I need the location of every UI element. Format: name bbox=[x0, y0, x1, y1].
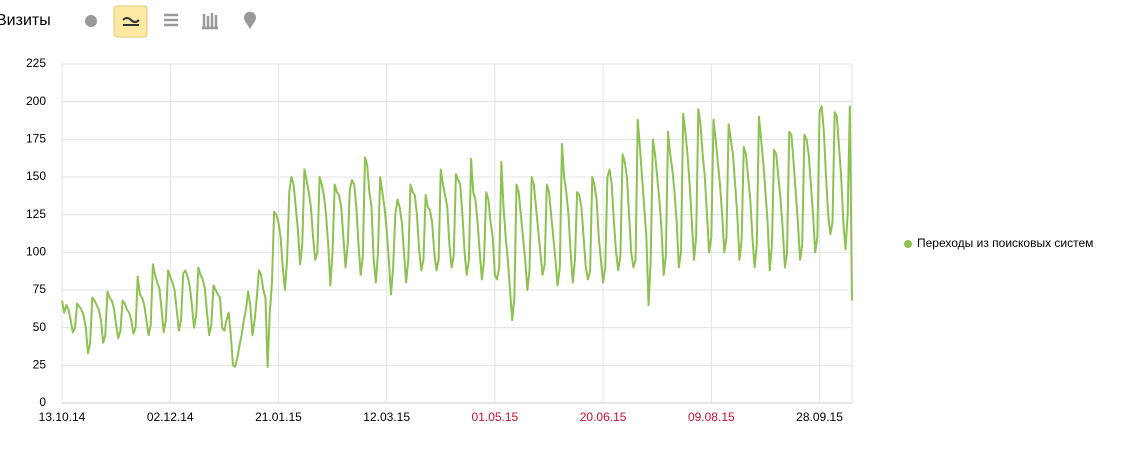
y-tick-label: 150 bbox=[26, 169, 46, 183]
y-tick-label: 175 bbox=[26, 132, 46, 146]
legend-marker bbox=[904, 240, 912, 248]
y-tick-label: 0 bbox=[39, 395, 46, 409]
x-tick-label: 21.01.15 bbox=[255, 410, 302, 424]
line-icon bbox=[122, 17, 140, 26]
chart-title: Визиты bbox=[0, 12, 51, 29]
bar-icon[interactable] bbox=[202, 13, 218, 30]
y-tick-label: 25 bbox=[33, 358, 47, 372]
y-tick-label: 50 bbox=[33, 320, 47, 334]
x-tick-label: 20.06.15 bbox=[580, 410, 627, 424]
x-tick-label: 02.12.14 bbox=[147, 410, 194, 424]
y-tick-label: 100 bbox=[26, 245, 46, 259]
x-tick-label: 12.03.15 bbox=[363, 410, 410, 424]
line-icon-active[interactable] bbox=[113, 5, 148, 38]
x-tick-label: 28.09.15 bbox=[796, 410, 843, 424]
y-tick-label: 75 bbox=[33, 282, 47, 296]
x-tick-label: 09.08.15 bbox=[688, 410, 735, 424]
area-icon[interactable] bbox=[164, 13, 178, 27]
y-tick-label: 225 bbox=[26, 56, 46, 70]
x-tick-label: 01.05.15 bbox=[472, 410, 519, 424]
map-icon[interactable] bbox=[243, 11, 256, 29]
y-tick-label: 200 bbox=[26, 94, 46, 108]
x-tick-label: 13.10.14 bbox=[39, 410, 86, 424]
toolbar bbox=[85, 5, 256, 38]
y-tick-label: 125 bbox=[26, 207, 46, 221]
pie-icon[interactable] bbox=[85, 15, 97, 27]
legend-label: Переходы из поисковых систем bbox=[917, 236, 1093, 250]
series-line bbox=[61, 105, 853, 368]
